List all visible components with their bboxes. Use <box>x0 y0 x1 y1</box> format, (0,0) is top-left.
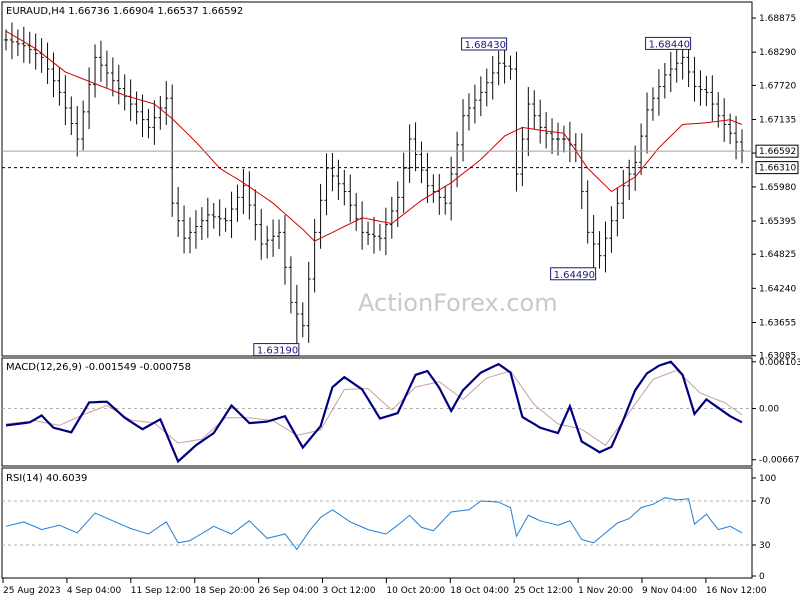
time-axis-label: 9 Nov 04:00 <box>642 586 697 596</box>
time-axis-label: 3 Oct 12:00 <box>323 586 376 596</box>
callout-label: 1.64490 <box>554 270 595 281</box>
time-axis-label: 18 Oct 04:00 <box>450 586 509 596</box>
price-tag-label: 1.66592 <box>759 147 796 157</box>
time-axis-label: 11 Sep 12:00 <box>131 586 191 596</box>
time-axis-label: 10 Oct 20:00 <box>386 586 445 596</box>
watermark: ActionForex.com <box>358 289 558 317</box>
callout-label: 1.68440 <box>649 39 690 50</box>
macd-axis-tick-label: 0.00 <box>759 405 779 415</box>
callout-label: 1.63190 <box>257 346 298 357</box>
price-axis-tick-label: 1.68290 <box>759 48 796 58</box>
price-axis-tick-label: 1.64825 <box>759 250 796 260</box>
rsi-axis-tick-label: 70 <box>759 497 771 507</box>
symbol-header: EURAUD,H4 1.66736 1.66904 1.66537 1.6659… <box>6 6 243 17</box>
time-axis-label: 16 Nov 12:00 <box>706 586 767 596</box>
macd-title: MACD(12,26,9) -0.001549 -0.000758 <box>6 362 191 373</box>
time-axis-label: 25 Aug 2023 <box>3 586 61 596</box>
price-axis-tick-label: 1.63655 <box>759 318 796 328</box>
time-axis-label: 25 Oct 12:00 <box>514 586 573 596</box>
price-axis-tick-label: 1.68875 <box>759 14 796 24</box>
price-axis-tick-label: 1.65395 <box>759 217 796 227</box>
price-tag-label: 1.66310 <box>759 164 796 174</box>
time-axis-label: 1 Nov 20:00 <box>578 586 633 596</box>
rsi-axis-tick-label: 30 <box>759 541 771 551</box>
callout-label: 1.68430 <box>465 40 506 51</box>
rsi-axis-tick-label: 0 <box>759 572 765 582</box>
time-axis-label: 4 Sep 04:00 <box>67 586 122 596</box>
price-axis-tick-label: 1.67720 <box>759 81 796 91</box>
price-axis-tick-label: 1.64240 <box>759 284 796 294</box>
price-axis-tick-label: 1.65980 <box>759 183 796 193</box>
price-axis-tick-label: 1.67135 <box>759 116 796 126</box>
time-axis-label: 18 Sep 20:00 <box>195 586 255 596</box>
time-axis-label: 26 Sep 04:00 <box>259 586 319 596</box>
macd-axis-tick-label: 0.006103 <box>759 358 800 368</box>
rsi-axis-tick-label: 100 <box>759 474 776 484</box>
rsi-title: RSI(14) 40.6039 <box>6 473 87 484</box>
macd-axis-tick-label: -0.006679 <box>759 456 800 466</box>
